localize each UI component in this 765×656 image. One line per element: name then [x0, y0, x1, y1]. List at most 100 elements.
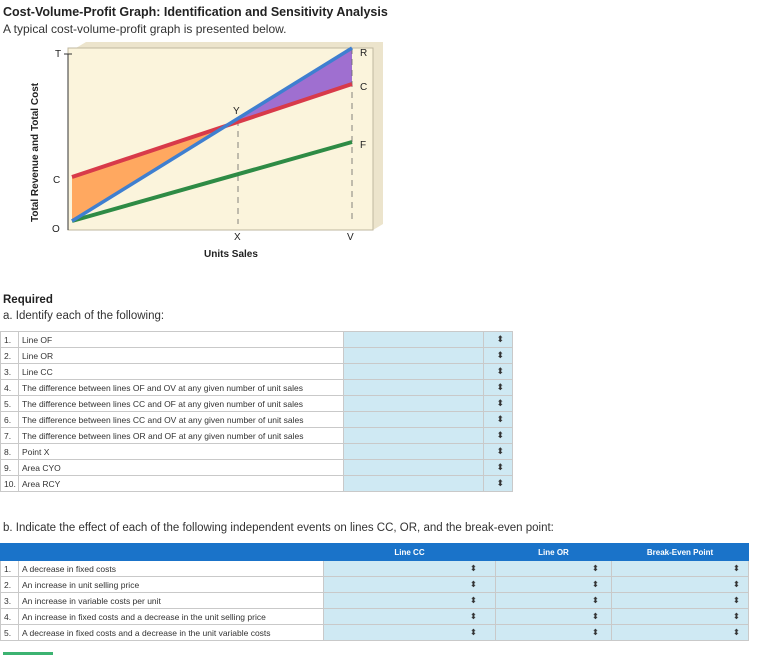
cvp-graph: T R C Y F C O X V Units Sales Total Reve…	[30, 42, 383, 260]
select-arrows-icon: ⬍	[469, 627, 477, 637]
label-r: R	[360, 48, 367, 59]
line-or-select[interactable]: ⬍	[495, 608, 612, 625]
line-or	[71, 46, 353, 223]
select-arrows-icon: ⬍	[469, 563, 477, 573]
line-cc-select[interactable]: ⬍	[323, 560, 496, 577]
select-arrows-icon[interactable]: ⬍	[483, 411, 513, 428]
row-number: 3.	[0, 363, 19, 380]
part-a-row: 6. The difference between lines CC and OV…	[0, 411, 513, 428]
line-or-select[interactable]: ⬍	[495, 560, 612, 577]
answer-select[interactable]	[343, 379, 484, 396]
row-number: 10.	[0, 475, 19, 492]
line-cc-select[interactable]: ⬍	[323, 576, 496, 593]
break-even-select[interactable]: ⬍	[611, 592, 749, 609]
break-even-select[interactable]: ⬍	[611, 624, 749, 641]
line-of	[71, 140, 353, 223]
row-number: 5.	[0, 395, 19, 412]
select-arrows-icon: ⬍	[591, 579, 599, 589]
select-arrows-icon: ⬍	[591, 627, 599, 637]
part-b-row: 2. An increase in unit selling price ⬍ ⬍ ⬍	[0, 576, 749, 593]
row-description: The difference between lines CC and OV a…	[18, 411, 344, 428]
line-cc-select[interactable]: ⬍	[323, 592, 496, 609]
line-cc-select[interactable]: ⬍	[323, 608, 496, 625]
label-t: T	[55, 49, 61, 60]
part-a-row: 3. Line CC ⬍	[0, 363, 513, 380]
header-line-or: Line OR	[495, 543, 612, 561]
page-title: Cost-Volume-Profit Graph: Identification…	[3, 5, 388, 19]
row-number: 6.	[0, 411, 19, 428]
part-a-row: 1. Line OF ⬍	[0, 331, 513, 348]
select-arrows-icon: ⬍	[591, 563, 599, 573]
header-break-even: Break-Even Point	[611, 543, 749, 561]
row-number: 7.	[0, 427, 19, 444]
answer-select[interactable]	[343, 363, 484, 380]
select-arrows-icon: ⬍	[732, 611, 740, 621]
answer-select[interactable]	[343, 427, 484, 444]
line-cc-select[interactable]: ⬍	[323, 624, 496, 641]
select-arrows-icon[interactable]: ⬍	[483, 443, 513, 460]
row-number: 3.	[0, 592, 19, 609]
select-arrows-icon[interactable]: ⬍	[483, 459, 513, 476]
row-description: Line CC	[18, 363, 344, 380]
select-arrows-icon: ⬍	[591, 611, 599, 621]
answer-select[interactable]	[343, 443, 484, 460]
row-description: An increase in unit selling price	[18, 576, 324, 593]
row-number: 1.	[0, 331, 19, 348]
break-even-select[interactable]: ⬍	[611, 608, 749, 625]
line-or-select[interactable]: ⬍	[495, 592, 612, 609]
x-axis-label: Units Sales	[204, 249, 258, 260]
part-a-row: 5. The difference between lines CC and OF…	[0, 395, 513, 412]
label-v: V	[347, 232, 354, 243]
part-b-row: 5. A decrease in fixed costs and a decrea…	[0, 624, 749, 641]
y-axis-label: Total Revenue and Total Cost	[30, 82, 41, 222]
line-or-select[interactable]: ⬍	[495, 576, 612, 593]
row-number: 4.	[0, 608, 19, 625]
answer-select[interactable]	[343, 475, 484, 492]
row-description: The difference between lines OF and OV a…	[18, 379, 344, 396]
answer-select[interactable]	[343, 459, 484, 476]
line-or-select[interactable]: ⬍	[495, 624, 612, 641]
label-o: O	[52, 224, 60, 235]
part-b-prompt: b. Indicate the effect of each of the fo…	[3, 522, 554, 534]
label-c-left: C	[53, 175, 60, 186]
row-number: 5.	[0, 624, 19, 641]
part-b-table: Line CC Line OR Break-Even Point 1. A dec…	[0, 543, 749, 641]
answer-select[interactable]	[343, 395, 484, 412]
row-description: A decrease in fixed costs	[18, 560, 324, 577]
select-arrows-icon: ⬍	[732, 579, 740, 589]
row-number: 2.	[0, 347, 19, 364]
select-arrows-icon[interactable]: ⬍	[483, 427, 513, 444]
break-even-select[interactable]: ⬍	[611, 560, 749, 577]
select-arrows-icon: ⬍	[469, 611, 477, 621]
label-x: X	[234, 232, 241, 243]
part-a-row: 8. Point X ⬍	[0, 443, 513, 460]
row-description: Point X	[18, 443, 344, 460]
header-blank	[0, 543, 324, 561]
line-cc	[71, 82, 353, 179]
row-description: A decrease in fixed costs and a decrease…	[18, 624, 324, 641]
break-even-select[interactable]: ⬍	[611, 576, 749, 593]
select-arrows-icon[interactable]: ⬍	[483, 475, 513, 492]
select-arrows-icon[interactable]: ⬍	[483, 395, 513, 412]
part-a-row: 4. The difference between lines OF and OV…	[0, 379, 513, 396]
select-arrows-icon[interactable]: ⬍	[483, 363, 513, 380]
row-description: Line OF	[18, 331, 344, 348]
part-b-row: 3. An increase in variable costs per unit…	[0, 592, 749, 609]
row-description: The difference between lines CC and OF a…	[18, 395, 344, 412]
select-arrows-icon[interactable]: ⬍	[483, 331, 513, 348]
part-a-table: 1. Line OF ⬍ 2. Line OR ⬍ 3. Line CC ⬍ 4. The diff…	[0, 331, 513, 492]
label-f: F	[360, 140, 366, 151]
required-heading: Required	[3, 294, 53, 306]
select-arrows-icon: ⬍	[732, 563, 740, 573]
part-a-row: 7. The difference between lines OR and OF…	[0, 427, 513, 444]
part-b-row: 4. An increase in fixed costs and a decre…	[0, 608, 749, 625]
page-subtitle: A typical cost-volume-profit graph is pr…	[3, 22, 287, 36]
part-b-row: 1. A decrease in fixed costs ⬍ ⬍ ⬍	[0, 560, 749, 577]
answer-select[interactable]	[343, 331, 484, 348]
select-arrows-icon[interactable]: ⬍	[483, 379, 513, 396]
answer-select[interactable]	[343, 347, 484, 364]
part-a-prompt: a. Identify each of the following:	[3, 310, 165, 322]
part-a-row: 10. Area RCY ⬍	[0, 475, 513, 492]
select-arrows-icon[interactable]: ⬍	[483, 347, 513, 364]
answer-select[interactable]	[343, 411, 484, 428]
